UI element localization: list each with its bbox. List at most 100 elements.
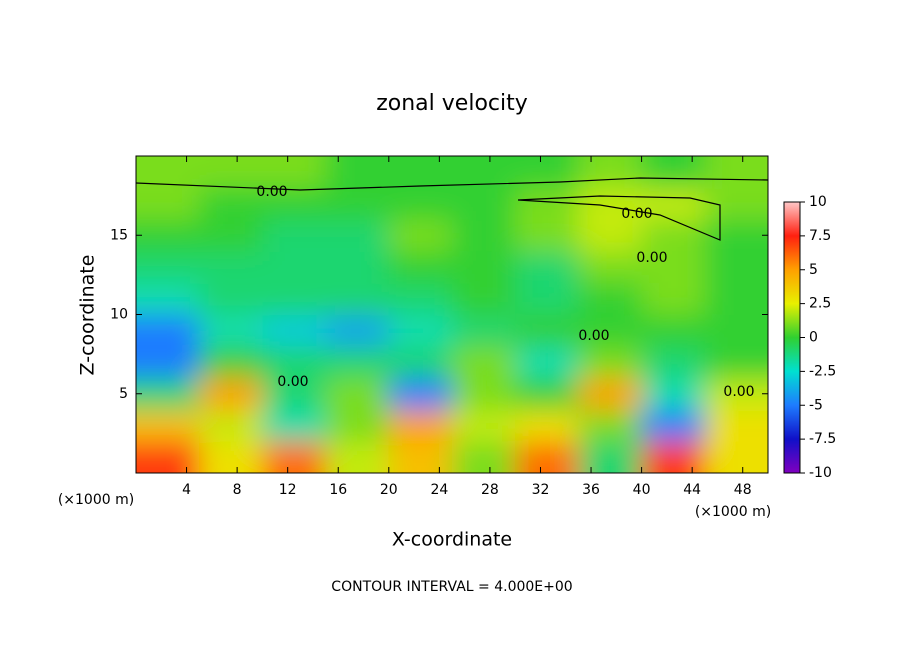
field-cell: [262, 314, 327, 347]
field-cell: [641, 409, 706, 442]
field-cell: [641, 314, 706, 347]
field-cell: [262, 251, 327, 284]
field-cell: [452, 346, 516, 379]
field-cell: [388, 219, 453, 252]
field-cell: [452, 251, 516, 284]
colorbar-tick-label: -7.5: [809, 431, 836, 447]
field-cell: [325, 219, 390, 252]
field-cell: [515, 314, 579, 347]
x-tick-label: 48: [734, 482, 752, 498]
field-cell: [704, 441, 768, 473]
field-cell: [578, 441, 643, 473]
field-cell: [325, 251, 390, 284]
field-cell: [325, 156, 390, 189]
field-cell: [578, 282, 643, 315]
field-cell: [452, 219, 516, 252]
field-cell: [452, 441, 516, 473]
colorbar-tick-label: -2.5: [809, 363, 836, 379]
field-cell: [515, 377, 579, 411]
field-cell: [578, 409, 643, 442]
field-cell: [641, 187, 706, 220]
contour-label: 0.00: [723, 384, 754, 400]
field-cell: [578, 251, 643, 284]
field-cell: [452, 156, 516, 189]
field-cell: [388, 409, 453, 442]
x-axis-label: X-coordinate: [392, 529, 512, 551]
field-cell: [452, 187, 516, 220]
y-tick-label: 15: [110, 227, 128, 243]
x-tick-label: 32: [532, 482, 550, 498]
field-cell: [136, 441, 200, 473]
field-cell: [641, 441, 706, 473]
contour-label: 0.00: [256, 184, 287, 200]
field-cell: [515, 251, 579, 284]
field-cell: [325, 409, 390, 442]
field-cell: [199, 377, 263, 411]
field-cell: [578, 156, 643, 189]
field-cell: [199, 441, 263, 473]
x-unit: (×1000 m): [58, 492, 134, 508]
field-cell: [136, 187, 200, 220]
x-tick-label: 8: [233, 482, 242, 498]
field-cell: [388, 282, 453, 315]
field-cell: [136, 156, 200, 189]
chart-title: zonal velocity: [376, 91, 528, 116]
colorbar: [783, 201, 801, 474]
x-unit: (×1000 m): [695, 504, 771, 520]
colorbar-tick-label: 2.5: [809, 296, 831, 312]
colorbar-tick-label: 10: [809, 194, 827, 210]
field-cell: [325, 187, 390, 220]
field-cell: [515, 282, 579, 315]
field: [136, 156, 768, 473]
field-cell: [136, 282, 200, 315]
field-cell: [388, 251, 453, 284]
contour-line: [517, 195, 721, 241]
colorbar-tick-label: 0: [809, 330, 818, 346]
field-cell: [325, 377, 390, 411]
y-axis-label: Z-coordinate: [77, 255, 99, 376]
colorbar-tick-label: 7.5: [809, 228, 831, 244]
y-tick-label: 5: [119, 386, 128, 402]
field-cell: [262, 187, 327, 220]
field-cell: [515, 441, 579, 473]
field-cell: [704, 251, 768, 284]
x-tick-label: 40: [633, 482, 651, 498]
field-cell: [578, 377, 643, 411]
colorbar-tick-label: -5: [809, 397, 823, 413]
field-cell: [262, 156, 327, 189]
field-cell: [704, 377, 768, 411]
field-cell: [262, 409, 327, 442]
field-cell: [388, 187, 453, 220]
field-cell: [262, 346, 327, 379]
field-cell: [262, 377, 327, 411]
field-cell: [515, 156, 579, 189]
field-cell: [136, 346, 200, 379]
colorbar-tick-label: -10: [809, 465, 832, 481]
field-cell: [388, 346, 453, 379]
field-cell: [136, 314, 200, 347]
field-cell: [452, 314, 516, 347]
field-cell: [452, 377, 516, 411]
field-cell: [388, 156, 453, 189]
field-cell: [704, 346, 768, 379]
field-cell: [325, 282, 390, 315]
field-cell: [704, 219, 768, 252]
field-cell: [704, 409, 768, 442]
field-cell: [199, 156, 263, 189]
field-cell: [704, 314, 768, 347]
field-cell: [641, 346, 706, 379]
x-tick-label: 28: [481, 482, 499, 498]
field-cell: [262, 441, 327, 473]
field-cell: [641, 282, 706, 315]
field-cell: [578, 346, 643, 379]
field-cell: [641, 156, 706, 189]
field-cell: [515, 187, 579, 220]
field-cell: [641, 219, 706, 252]
x-tick-label: 20: [380, 482, 398, 498]
field-cell: [515, 219, 579, 252]
contour-label: 0.00: [578, 328, 609, 344]
field-cell: [578, 314, 643, 347]
field-cell: [199, 409, 263, 442]
field-cell: [136, 251, 200, 284]
